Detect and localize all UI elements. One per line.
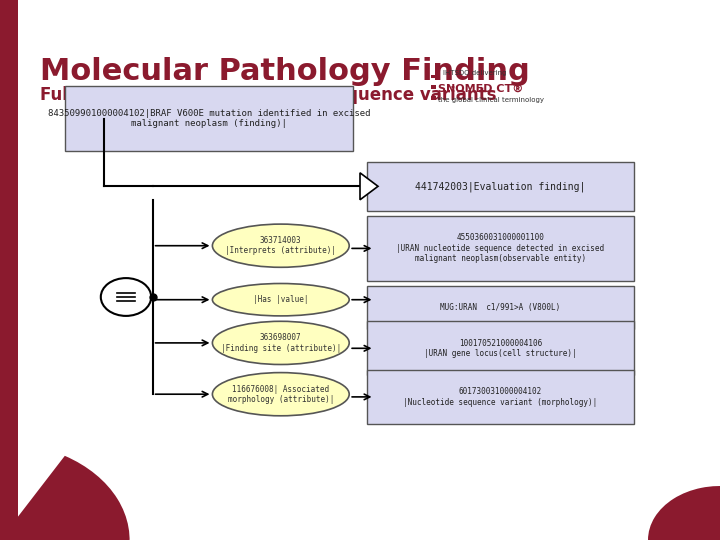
Text: Molecular Pathology Finding: Molecular Pathology Finding: [40, 57, 529, 86]
Ellipse shape: [212, 373, 349, 416]
FancyBboxPatch shape: [367, 286, 634, 329]
Bar: [431, 96, 436, 100]
Text: 601730031000004102
|Nucleotide sequence variant (morphology)|: 601730031000004102 |Nucleotide sequence …: [403, 387, 598, 407]
Text: 363714003
|Interprets (attribute)|: 363714003 |Interprets (attribute)|: [225, 236, 336, 255]
Text: 4550360031000001100
|URAN nucleotide sequence detected in excised
malignant neop: 4550360031000001100 |URAN nucleotide seq…: [396, 233, 605, 264]
FancyBboxPatch shape: [65, 86, 353, 151]
FancyBboxPatch shape: [367, 216, 634, 281]
Polygon shape: [360, 173, 378, 200]
Text: 363698007
|Finding site (attribute)|: 363698007 |Finding site (attribute)|: [220, 333, 341, 353]
Text: Fully defining observations of sequence variants: Fully defining observations of sequence …: [40, 86, 496, 104]
Text: MUG:URAN  c1/991>A (V800L): MUG:URAN c1/991>A (V800L): [440, 303, 561, 312]
Text: the global clinical terminology: the global clinical terminology: [438, 97, 544, 103]
FancyBboxPatch shape: [367, 370, 634, 424]
Ellipse shape: [212, 224, 349, 267]
Text: 441742003|Evaluation finding|: 441742003|Evaluation finding|: [415, 181, 585, 192]
Circle shape: [101, 278, 151, 316]
Bar: [431, 85, 436, 89]
Wedge shape: [648, 486, 720, 540]
Wedge shape: [0, 456, 130, 540]
Text: SNOMED CT®: SNOMED CT®: [438, 84, 523, 94]
Bar: [0, 0, 18, 540]
Text: 843509901000004102|BRAF V600E mutation identified in excised
malignant neoplasm : 843509901000004102|BRAF V600E mutation i…: [48, 109, 370, 129]
Text: |Has |value|: |Has |value|: [253, 295, 309, 304]
FancyBboxPatch shape: [367, 162, 634, 211]
Bar: [431, 75, 436, 78]
Text: IHTSDO delivering: IHTSDO delivering: [443, 70, 506, 76]
Ellipse shape: [212, 284, 349, 316]
Ellipse shape: [212, 321, 349, 365]
Text: 100170521000004106
|URAN gene locus(cell structure)|: 100170521000004106 |URAN gene locus(cell…: [424, 339, 577, 358]
FancyBboxPatch shape: [367, 321, 634, 375]
Text: 116676008| Associated
morphology (attribute)|: 116676008| Associated morphology (attrib…: [228, 384, 334, 404]
